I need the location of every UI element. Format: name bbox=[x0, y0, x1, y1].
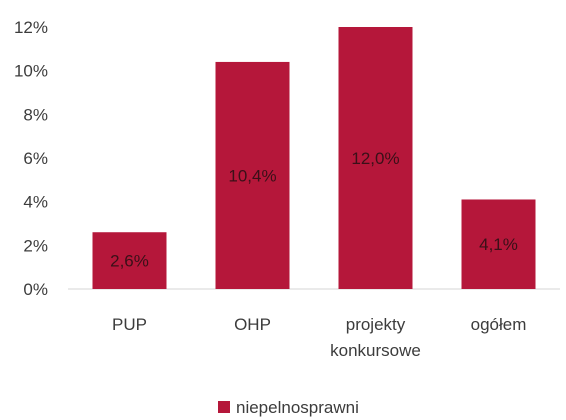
category-label: PUP bbox=[112, 315, 147, 334]
y-tick-label: 12% bbox=[14, 18, 48, 37]
category-label: OHP bbox=[234, 315, 271, 334]
bar-1 bbox=[215, 61, 290, 289]
y-tick-label: 6% bbox=[23, 149, 48, 168]
y-tick-label: 2% bbox=[23, 236, 48, 255]
x-axis: PUP OHP projekty konkursowe ogółem bbox=[112, 315, 526, 360]
bar-0 bbox=[92, 232, 167, 289]
y-tick-label: 0% bbox=[23, 280, 48, 299]
legend-swatch bbox=[218, 401, 230, 413]
y-tick-label: 8% bbox=[23, 105, 48, 124]
data-label: 4,1% bbox=[479, 235, 518, 254]
data-label: 10,4% bbox=[228, 166, 276, 185]
category-label: ogółem bbox=[471, 315, 527, 334]
bar-3 bbox=[461, 199, 536, 289]
legend: niepelnosprawni bbox=[218, 398, 359, 417]
y-tick-label: 4% bbox=[23, 193, 48, 212]
data-label: 12,0% bbox=[351, 149, 399, 168]
category-label: konkursowe bbox=[330, 341, 421, 360]
data-label: 2,6% bbox=[110, 252, 149, 271]
bar-2 bbox=[338, 27, 413, 289]
legend-label: niepelnosprawni bbox=[236, 398, 359, 417]
y-tick-label: 10% bbox=[14, 62, 48, 81]
bars: 2,6% 10,4% 12,0% 4,1% bbox=[92, 27, 536, 289]
category-label: projekty bbox=[346, 315, 406, 334]
